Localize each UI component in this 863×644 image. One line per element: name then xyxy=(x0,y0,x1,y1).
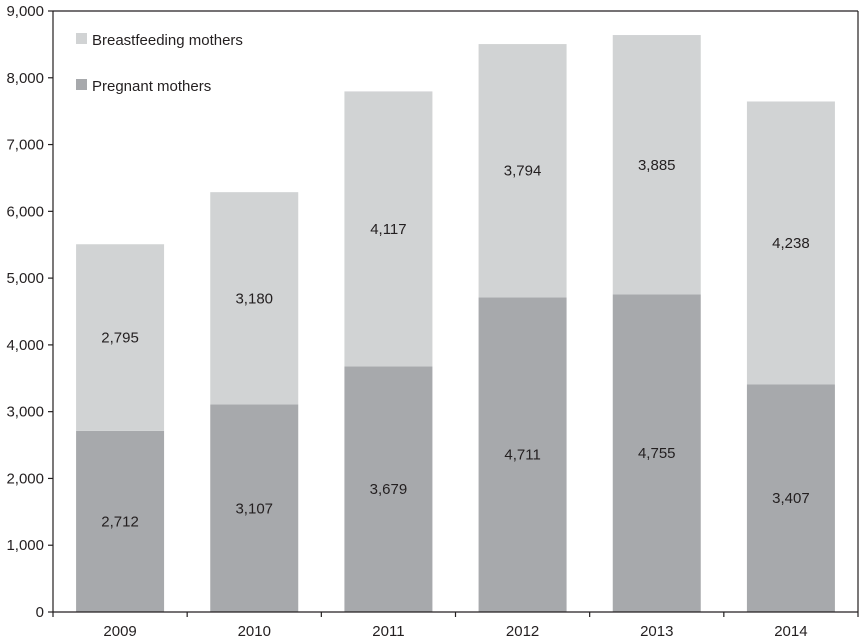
x-tick-label-2013: 2013 xyxy=(640,623,673,640)
y-tick-label-1,000: 1,000 xyxy=(6,537,44,554)
bar-labels-layer: 2,712 2,795 3,107 3,180 3,679 4,117 4,711 3,794… xyxy=(101,157,809,531)
x-tick-label-2011: 2011 xyxy=(372,623,404,640)
data-label-breastfeeding-mothers-2013: 3,885 xyxy=(638,157,676,174)
bar-breastfeeding-mothers-2013 xyxy=(612,35,701,295)
bar-breastfeeding-mothers-2011 xyxy=(344,91,433,367)
x-tick-label-2010: 2010 xyxy=(238,623,271,640)
data-label-pregnant-mothers-2012: 4,711 xyxy=(504,447,540,464)
x-tick-label-2014: 2014 xyxy=(774,623,807,640)
data-label-pregnant-mothers-2009: 2,712 xyxy=(101,513,139,530)
bar-breastfeeding-mothers-2010 xyxy=(210,192,299,405)
y-tick-label-3,000: 3,000 xyxy=(6,404,44,421)
bar-pregnant-mothers-2010 xyxy=(210,404,299,612)
y-tick-label-9,000: 9,000 xyxy=(6,3,44,20)
x-tick-label-2009: 2009 xyxy=(103,623,136,640)
legend: Breastfeeding mothers Pregnant mothers xyxy=(76,32,243,95)
bar-breastfeeding-mothers-2012 xyxy=(478,44,567,298)
y-tick-label-5,000: 5,000 xyxy=(6,270,44,287)
data-label-breastfeeding-mothers-2014: 4,238 xyxy=(772,235,810,252)
y-tick-label-6,000: 6,000 xyxy=(6,203,44,220)
data-label-breastfeeding-mothers-2009: 2,795 xyxy=(101,330,139,347)
bar-pregnant-mothers-2012 xyxy=(478,297,567,612)
data-label-breastfeeding-mothers-2012: 3,794 xyxy=(504,163,542,180)
y-tick-label-7,000: 7,000 xyxy=(6,137,44,154)
bar-pregnant-mothers-2014 xyxy=(746,384,835,612)
data-label-breastfeeding-mothers-2011: 4,117 xyxy=(370,221,406,238)
data-label-pregnant-mothers-2013: 4,755 xyxy=(638,445,676,462)
data-label-pregnant-mothers-2014: 3,407 xyxy=(772,490,810,507)
legend-swatch-pregnant-mothers xyxy=(76,79,87,90)
bar-pregnant-mothers-2011 xyxy=(344,366,433,612)
bars-layer xyxy=(76,35,835,612)
bar-pregnant-mothers-2009 xyxy=(76,430,165,612)
bar-breastfeeding-mothers-2014 xyxy=(746,101,835,385)
bar-breastfeeding-mothers-2009 xyxy=(76,244,165,431)
y-tick-label-2,000: 2,000 xyxy=(6,470,44,487)
legend-swatch-breastfeeding-mothers xyxy=(76,33,87,44)
y-tick-label-4,000: 4,000 xyxy=(6,337,44,354)
data-label-pregnant-mothers-2011: 3,679 xyxy=(370,481,408,498)
legend-label-breastfeeding-mothers: Breastfeeding mothers xyxy=(92,32,243,49)
bar-pregnant-mothers-2013 xyxy=(612,294,701,612)
axes-layer: 0 1,000 2,000 3,000 4,000 5,000 6,000 7,000 8,00… xyxy=(6,3,859,640)
y-tick-label-0: 0 xyxy=(36,604,44,621)
data-label-pregnant-mothers-2010: 3,107 xyxy=(235,500,273,517)
y-tick-label-8,000: 8,000 xyxy=(6,70,44,87)
data-label-breastfeeding-mothers-2010: 3,180 xyxy=(235,290,273,307)
x-tick-label-2012: 2012 xyxy=(506,623,539,640)
legend-label-pregnant-mothers: Pregnant mothers xyxy=(92,78,211,95)
